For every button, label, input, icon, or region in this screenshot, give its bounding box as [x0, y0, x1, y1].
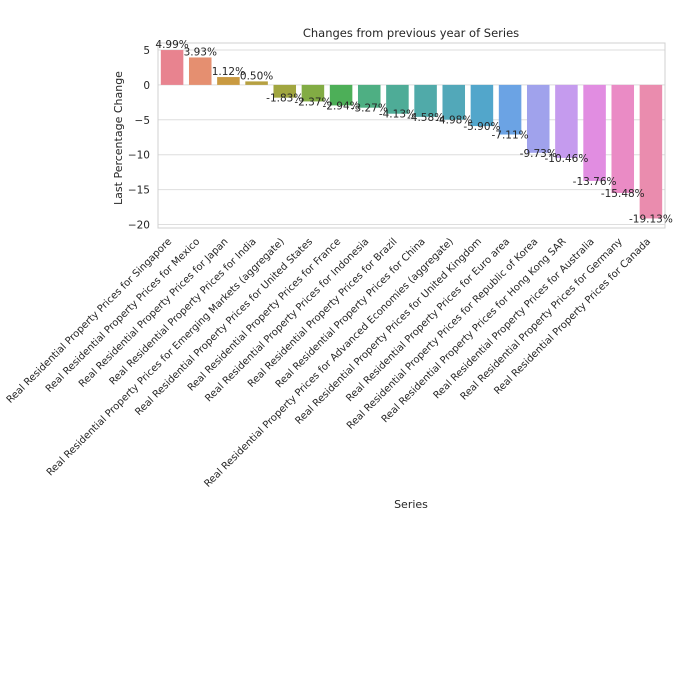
- gridlines: [158, 49, 665, 226]
- data-label: 3.93%: [184, 46, 217, 58]
- y-tick-label: −20: [128, 220, 150, 232]
- data-label: -7.11%: [492, 130, 529, 142]
- y-tick-label: 5: [143, 45, 150, 57]
- data-label: -1.83%: [266, 93, 303, 105]
- y-axis-ticks: 5 0 −5 −10 −15 −20: [128, 45, 150, 232]
- bar: [329, 84, 353, 106]
- bar: [470, 84, 494, 127]
- bar: [245, 81, 268, 85]
- bars: [160, 50, 663, 219]
- plot-border: [157, 42, 666, 229]
- y-tick-label: 0: [143, 80, 150, 92]
- bar: [357, 84, 381, 108]
- bar: [442, 84, 466, 120]
- bar: [217, 77, 240, 85]
- data-label: -5.90%: [463, 121, 500, 133]
- plot-frame: [157, 42, 666, 229]
- bar: [160, 50, 184, 85]
- data-label: -2.37%: [294, 96, 331, 108]
- data-label: -9.73%: [520, 148, 557, 160]
- y-tick-label: −15: [128, 185, 150, 197]
- data-label: -4.98%: [435, 115, 472, 127]
- data-label: -15.48%: [601, 188, 645, 200]
- data-labels: 4.99%3.93% 1.12%0.50% -1.83%-2.37%-2.94%-3…: [155, 39, 672, 225]
- data-label: -13.76%: [573, 176, 617, 188]
- bar: [639, 84, 663, 219]
- bar: [301, 84, 325, 102]
- bar: [555, 84, 578, 158]
- bar: [526, 84, 550, 153]
- y-tick-label: −10: [128, 150, 150, 162]
- x-axis-title: Series: [394, 498, 428, 511]
- bar: [188, 57, 212, 85]
- bar: [414, 84, 437, 117]
- bar: [498, 84, 522, 135]
- bar: [273, 84, 297, 98]
- data-label: -4.58%: [407, 112, 444, 124]
- data-label: -19.13%: [629, 213, 673, 225]
- bar: [611, 84, 635, 193]
- chart-title: Changes from previous year of Series: [303, 26, 519, 40]
- data-label: 0.50%: [240, 70, 273, 82]
- bar: [386, 84, 409, 114]
- data-label: -2.94%: [323, 100, 360, 112]
- data-label: -3.27%: [351, 103, 388, 115]
- bar: [583, 84, 606, 181]
- data-label: 4.99%: [155, 39, 188, 51]
- data-label: 1.12%: [212, 66, 245, 78]
- data-label: -10.46%: [545, 153, 589, 165]
- y-axis-title: Last Percentage Change: [112, 71, 125, 205]
- data-label: -4.13%: [379, 109, 416, 121]
- y-tick-label: −5: [135, 115, 150, 127]
